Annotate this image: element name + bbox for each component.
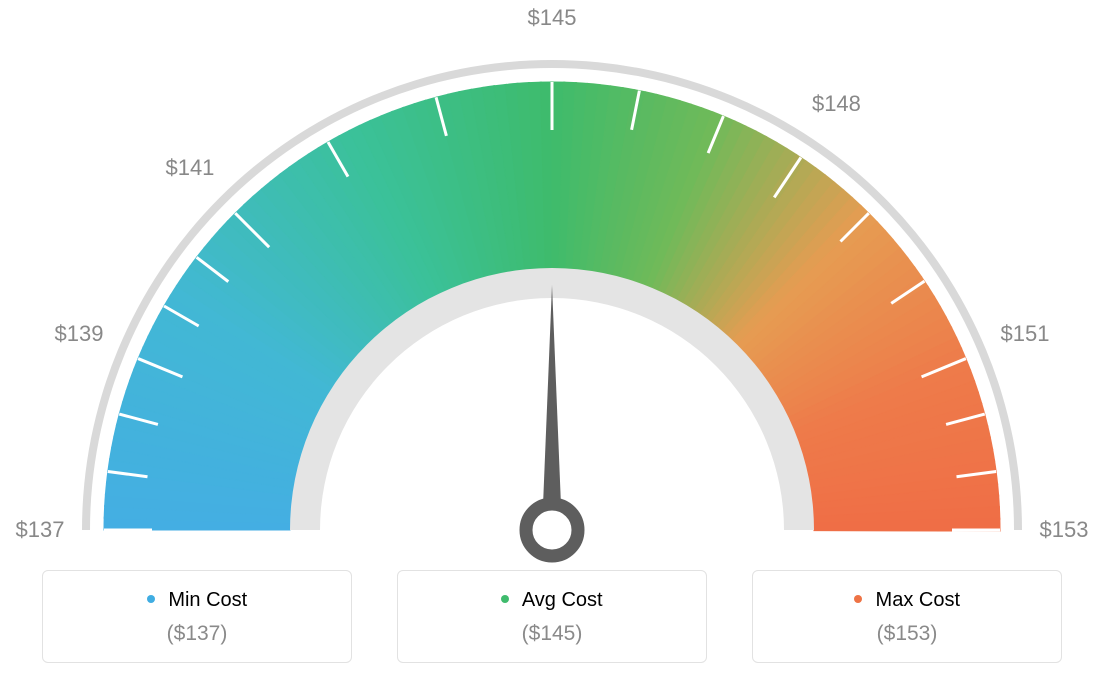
scale-label: $139 bbox=[54, 321, 103, 347]
scale-label: $145 bbox=[528, 5, 577, 31]
legend-title-min: Min Cost bbox=[53, 589, 341, 612]
legend-row: Min Cost ($137) Avg Cost ($145) Max Cost… bbox=[0, 570, 1104, 663]
legend-card-min: Min Cost ($137) bbox=[42, 570, 352, 663]
legend-card-max: Max Cost ($153) bbox=[752, 570, 1062, 663]
legend-label: Max Cost bbox=[876, 589, 960, 611]
gauge-area: $137$139$141$145$148$151$153 bbox=[0, 10, 1104, 580]
gauge-svg bbox=[0, 10, 1104, 580]
legend-label: Avg Cost bbox=[522, 589, 603, 611]
scale-label: $153 bbox=[1040, 517, 1089, 543]
legend-title-avg: Avg Cost bbox=[408, 589, 696, 612]
scale-label: $151 bbox=[1001, 321, 1050, 347]
legend-label: Min Cost bbox=[168, 589, 247, 611]
scale-label: $137 bbox=[16, 517, 65, 543]
gauge-chart-container: $137 $139 $141 $145 $148 $151 $153 Min Cost ($… bbox=[0, 0, 1104, 690]
legend-card-avg: Avg Cost ($145) bbox=[397, 570, 707, 663]
legend-value-avg: ($145) bbox=[408, 622, 696, 646]
bullet-icon bbox=[501, 595, 509, 603]
bullet-icon bbox=[854, 595, 862, 603]
legend-value-max: ($153) bbox=[763, 622, 1051, 646]
legend-value-min: ($137) bbox=[53, 622, 341, 646]
scale-label: $141 bbox=[165, 155, 214, 181]
scale-label: $148 bbox=[812, 91, 861, 117]
bullet-icon bbox=[147, 595, 155, 603]
legend-title-max: Max Cost bbox=[763, 589, 1051, 612]
